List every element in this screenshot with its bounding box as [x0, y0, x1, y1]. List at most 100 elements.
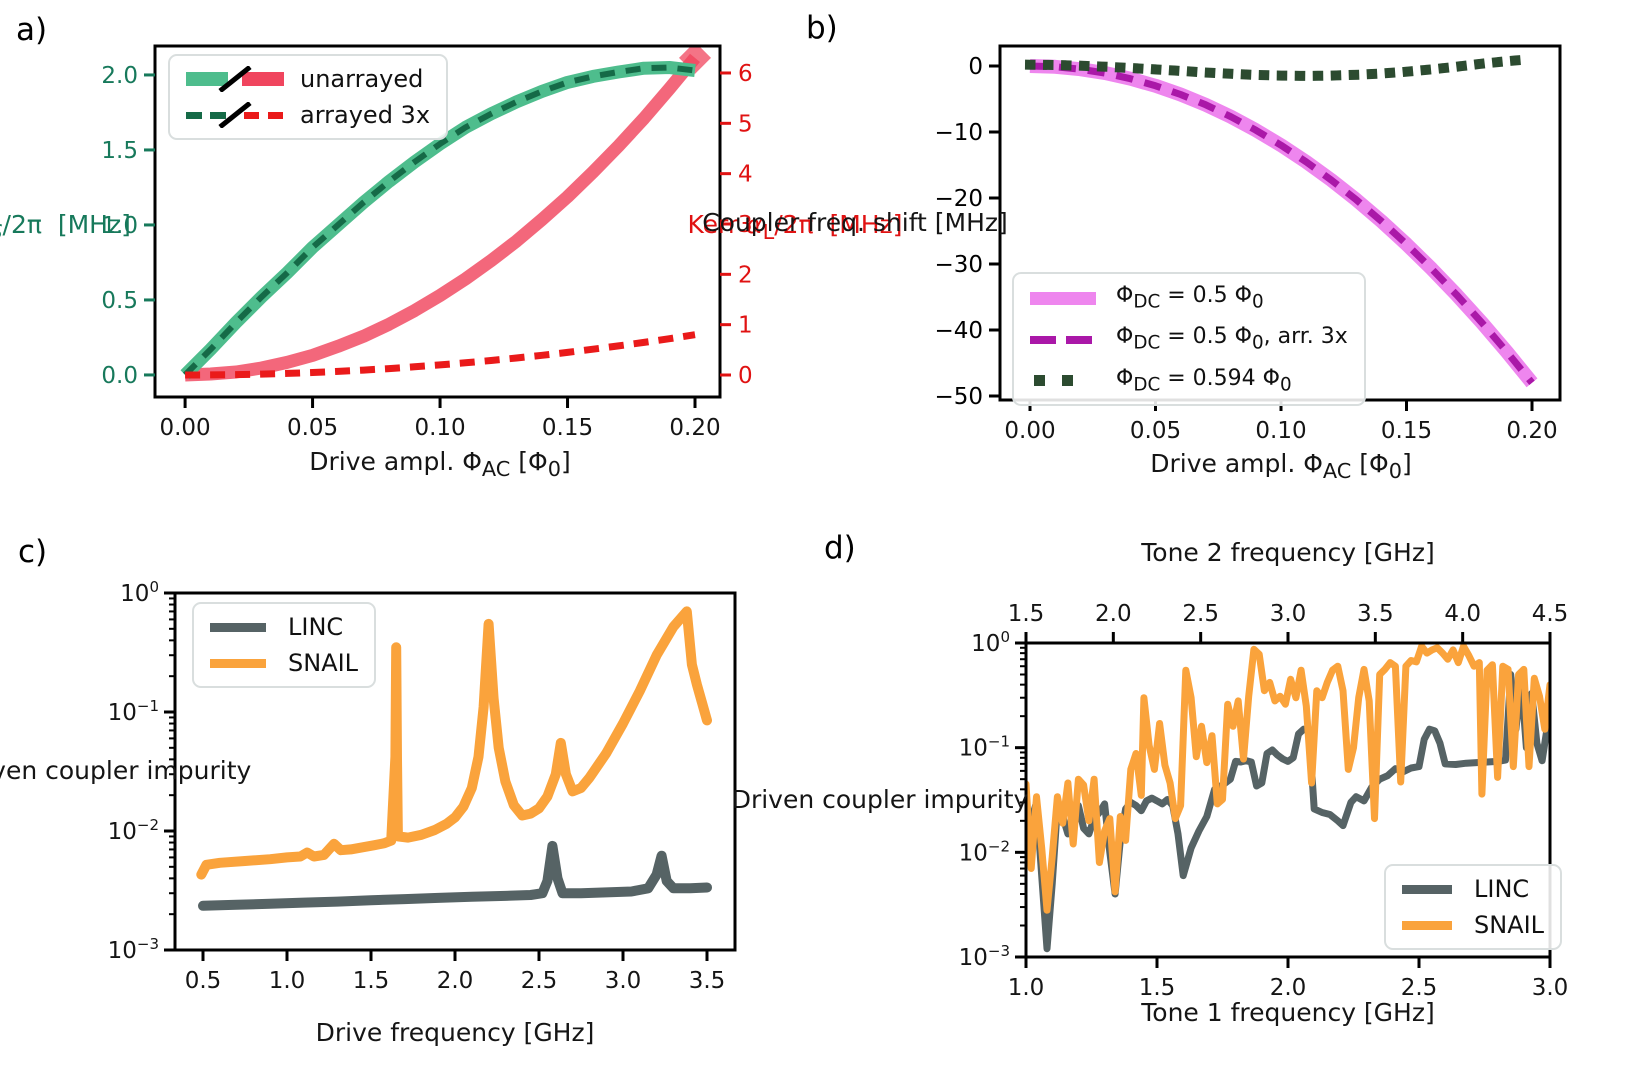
swatch-green-solid — [186, 72, 228, 86]
ytick-label-d: 10−2 — [959, 837, 1010, 866]
xtick-label-c: 1.5 — [353, 968, 390, 994]
legend-swatch-phidc-0p594 — [1034, 375, 1073, 387]
swatch-snail-line — [210, 659, 266, 668]
xtick-label-d: 1.0 — [1008, 975, 1045, 1001]
ytick-right-label-a: 4 — [738, 162, 753, 188]
panel-label-d: d) — [824, 530, 856, 566]
xtick-label-c: 2.5 — [521, 968, 558, 994]
axis-label-a-yleft: gBS/2π [MHz] — [0, 210, 131, 244]
swatch-green-dot — [1062, 375, 1073, 387]
ytick-label-d: 10−1 — [959, 733, 1010, 762]
axis-label-c-y: Driven coupler impurity — [0, 756, 252, 785]
swatch-linc-line — [1402, 885, 1452, 894]
ytick-right-label-a: 0 — [738, 363, 753, 389]
panel-label-c: c) — [18, 534, 48, 570]
panel-b-plot: 0.00 0.05 0.10 0.15 0.20 0 −10 −20 −30 −40 −50 — [934, 44, 1562, 444]
series-a-kerr-unarrayed — [184, 53, 701, 382]
legend-label-phidc-0p594: ΦDC = 0.594 Φ0 — [1116, 365, 1292, 396]
xtick-label-b: 0.20 — [1506, 418, 1557, 444]
ytick-label-c: 10−1 — [108, 697, 159, 726]
legend-swatch-unarrayed — [186, 66, 284, 92]
legend-swatch-snail-c — [210, 659, 266, 668]
ytick-right-label-a: 1 — [738, 313, 753, 339]
ytick-label-b: −50 — [934, 384, 983, 410]
legend-swatch-phidc-0p5-arr3x — [1030, 336, 1092, 345]
xtick-label-a: 0.10 — [414, 415, 465, 441]
swatch-green-dash — [210, 112, 226, 119]
legend-label-unarrayed: unarrayed — [300, 65, 424, 93]
xtick-label-a: 0.05 — [287, 415, 338, 441]
xtick-label-b: 0.05 — [1130, 418, 1181, 444]
xtick-label-b: 0.00 — [1004, 418, 1055, 444]
legend-entry-arrayed-3x: arrayed 3x — [186, 101, 430, 129]
plot-border-a — [153, 44, 722, 399]
axis-label-d-y: Driven coupler impurity — [731, 785, 1029, 814]
legend-label-arrayed-3x: arrayed 3x — [300, 101, 431, 129]
xtick-label-c: 1.0 — [269, 968, 306, 994]
xtick-top-label-d: 2.5 — [1182, 601, 1219, 627]
ytick-label-b: −30 — [934, 252, 983, 278]
series-d-snail — [1025, 642, 1551, 914]
legend-entry-linc-c: LINC — [210, 613, 358, 641]
legend-swatch-arrayed-3x — [186, 102, 283, 128]
xtick-label-c: 3.5 — [689, 968, 726, 994]
legend-entry-phidc-0p5: ΦDC = 0.5 Φ0 — [1030, 283, 1348, 312]
xtick-label-a: 0.00 — [159, 415, 210, 441]
ytick-label-c: 10−2 — [108, 816, 159, 845]
swatch-green-dash — [186, 112, 202, 119]
xtick-label-c: 0.5 — [185, 968, 222, 994]
swatch-snail-line — [1402, 921, 1452, 930]
axis-label-b-x: Drive ampl. ΦAC [Φ0] — [1150, 449, 1412, 483]
legend-label-linc-d: LINC — [1474, 875, 1530, 903]
xtick-label-d: 2.5 — [1401, 975, 1438, 1001]
legend-swatch-snail-d — [1402, 921, 1452, 930]
ytick-label-b: 0 — [968, 54, 983, 80]
legend-label-phidc-0p5-arr3x: ΦDC = 0.5 Φ0, arr. 3x — [1116, 324, 1348, 354]
legend-label-linc-c: LINC — [288, 613, 344, 641]
ytick-label-b: −10 — [934, 120, 983, 146]
xtick-label-b: 0.10 — [1255, 418, 1306, 444]
panel-a-plot: 0.00 0.05 0.10 0.15 0.20 0.0 0.5 1.0 1.5 2.0 0 1 2 3 4… — [101, 44, 753, 441]
panel-c-plot: 0.5 1.0 1.5 2.0 2.5 3.0 3.5 100 10−1 10−2 10−3 — [108, 578, 737, 994]
panel-label-b: b) — [806, 10, 838, 46]
legend-label-snail-c: SNAIL — [288, 649, 359, 677]
legend-panel-b: ΦDC = 0.5 Φ0 ΦDC = 0.5 Φ0, arr. 3x ΦDC =… — [1012, 272, 1366, 407]
legend-swatch-phidc-0p5 — [1030, 291, 1096, 305]
xtick-label-c: 2.0 — [437, 968, 474, 994]
ytick-label-a: 1.5 — [101, 138, 138, 164]
xtick-top-label-d: 4.0 — [1444, 601, 1481, 627]
slash-icon — [218, 66, 252, 92]
marker-diamond-kerr-unarrayed — [679, 45, 712, 74]
legend-entry-snail-d: SNAIL — [1402, 911, 1544, 939]
ytick-label-c: 100 — [120, 578, 159, 607]
ytick-label-d: 100 — [971, 628, 1010, 657]
series-b-shift-phidc-0p594 — [1024, 53, 1538, 81]
legend-entry-unarrayed: unarrayed — [186, 65, 430, 93]
ytick-label-a: 0.5 — [101, 288, 138, 314]
swatch-linc-line — [210, 623, 266, 632]
swatch-violet-solid — [1030, 291, 1096, 305]
legend-swatch-linc-d — [1402, 885, 1452, 894]
ytick-right-label-a: 3 — [738, 212, 753, 238]
legend-swatch-linc-c — [210, 623, 266, 632]
ytick-label-a: 2.0 — [101, 63, 138, 89]
xtick-label-d: 2.0 — [1270, 975, 1307, 1001]
panel-d-plot: 1.0 1.5 2.0 2.5 3.0 1.5 2.0 2.5 3.0 3.5 4.0 4.5 100 1… — [959, 601, 1569, 1001]
swatch-purple-dash — [1066, 336, 1092, 345]
series-a-kerr-arrayed-3x — [185, 331, 696, 379]
legend-panel-c: LINC SNAIL — [192, 602, 377, 688]
swatch-red-solid — [242, 72, 284, 86]
legend-panel-a: unarrayed arrayed 3x — [168, 54, 449, 140]
legend-label-snail-d: SNAIL — [1474, 911, 1545, 939]
ytick-label-a: 0.0 — [101, 363, 138, 389]
swatch-purple-dash — [1030, 336, 1056, 345]
xtick-label-d: 3.0 — [1532, 975, 1569, 1001]
legend-entry-snail-c: SNAIL — [210, 649, 358, 677]
series-c-linc — [198, 840, 712, 911]
xtick-label-b: 0.15 — [1381, 418, 1432, 444]
legend-panel-d: LINC SNAIL — [1384, 864, 1563, 950]
swatch-red-dash — [244, 112, 259, 119]
series-a-gbs-arrayed-3x — [182, 64, 696, 378]
axis-label-b-y: Coupler freq. shift [MHz] — [702, 208, 1008, 237]
